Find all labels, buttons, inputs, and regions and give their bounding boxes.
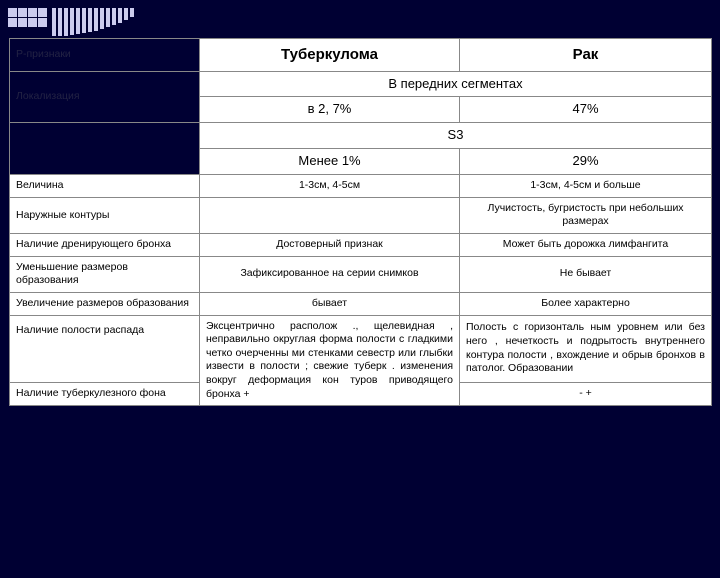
label-localization-empty xyxy=(10,123,200,175)
cell-bronch-v2: Может быть дорожка лимфангита xyxy=(460,233,712,256)
label-localization: Локализация xyxy=(10,71,200,123)
cell-size-v1: 1-3см, 4-5см xyxy=(200,175,460,198)
header-cancer: Рак xyxy=(460,39,712,72)
label-grow: Увеличение размеров образования xyxy=(10,292,200,315)
cell-shrink-v1: Зафиксированное на серии снимков xyxy=(200,256,460,292)
cell-s3-v1: Менее 1% xyxy=(200,149,460,175)
cell-bronch-v1: Достоверный признак xyxy=(200,233,460,256)
cell-cavity-v1: Эксцентрично располож ., щелевидная , не… xyxy=(200,315,460,406)
cell-size-v2: 1-3см, 4-5см и больше xyxy=(460,175,712,198)
label-cavity: Наличие полости распада xyxy=(10,315,200,382)
cell-r-signs: Р-признаки xyxy=(10,39,200,72)
cell-contour-v1 xyxy=(200,197,460,233)
label-tb-background: Наличие туберкулезного фона xyxy=(10,382,200,406)
header-tuberculoma: Туберкулома xyxy=(200,39,460,72)
cell-grow-v2: Более характерно xyxy=(460,292,712,315)
cell-anterior-segments: В передних сегментах xyxy=(200,71,712,97)
label-bronch: Наличие дренирующего бронха xyxy=(10,233,200,256)
cell-tb-bg-v2: - + xyxy=(460,382,712,406)
cell-cavity-v2: Полость с горизонталь ным уровнем или бе… xyxy=(460,315,712,382)
cell-s3: S3 xyxy=(200,123,712,149)
label-contour: Наружные контуры xyxy=(10,197,200,233)
corner-squares xyxy=(8,8,48,36)
label-shrink: Уменьшение размеров образования xyxy=(10,256,200,292)
cell-loc-v2: 47% xyxy=(460,97,712,123)
corner-bars xyxy=(52,8,134,36)
cell-contour-v2: Лучистость, бугристость при небольших ра… xyxy=(460,197,712,233)
cell-loc-v1: в 2, 7% xyxy=(200,97,460,123)
label-size: Величина xyxy=(10,175,200,198)
cell-grow-v1: бывает xyxy=(200,292,460,315)
comparison-table: Р-признаки Туберкулома Рак Локализация В… xyxy=(9,38,712,406)
cell-s3-v2: 29% xyxy=(460,149,712,175)
cell-shrink-v2: Не бывает xyxy=(460,256,712,292)
